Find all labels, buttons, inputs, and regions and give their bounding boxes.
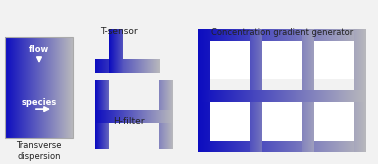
Bar (109, 30, 123, 73)
Bar (95, 59, 160, 73)
Bar (159, 80, 173, 149)
Text: H-filter: H-filter (113, 117, 144, 126)
Bar (198, 30, 366, 41)
Bar (5, 37, 73, 138)
Bar (95, 80, 109, 149)
Bar (302, 30, 314, 152)
Bar (95, 110, 173, 123)
Bar (354, 30, 366, 152)
Bar (198, 141, 366, 152)
Bar (262, 102, 302, 141)
Text: T-sensor: T-sensor (100, 27, 138, 36)
Bar (210, 102, 250, 141)
Text: Transverse
dispersion: Transverse dispersion (16, 141, 62, 161)
Bar (314, 102, 354, 141)
Text: flow: flow (29, 45, 49, 54)
Bar (210, 41, 250, 79)
Bar (262, 41, 302, 79)
Bar (198, 91, 366, 102)
Text: species: species (22, 98, 57, 107)
Text: Concentration gradient generator: Concentration gradient generator (211, 28, 353, 37)
Bar (250, 30, 262, 152)
Bar (198, 30, 210, 152)
Bar (314, 41, 354, 79)
Bar (5, 37, 73, 138)
